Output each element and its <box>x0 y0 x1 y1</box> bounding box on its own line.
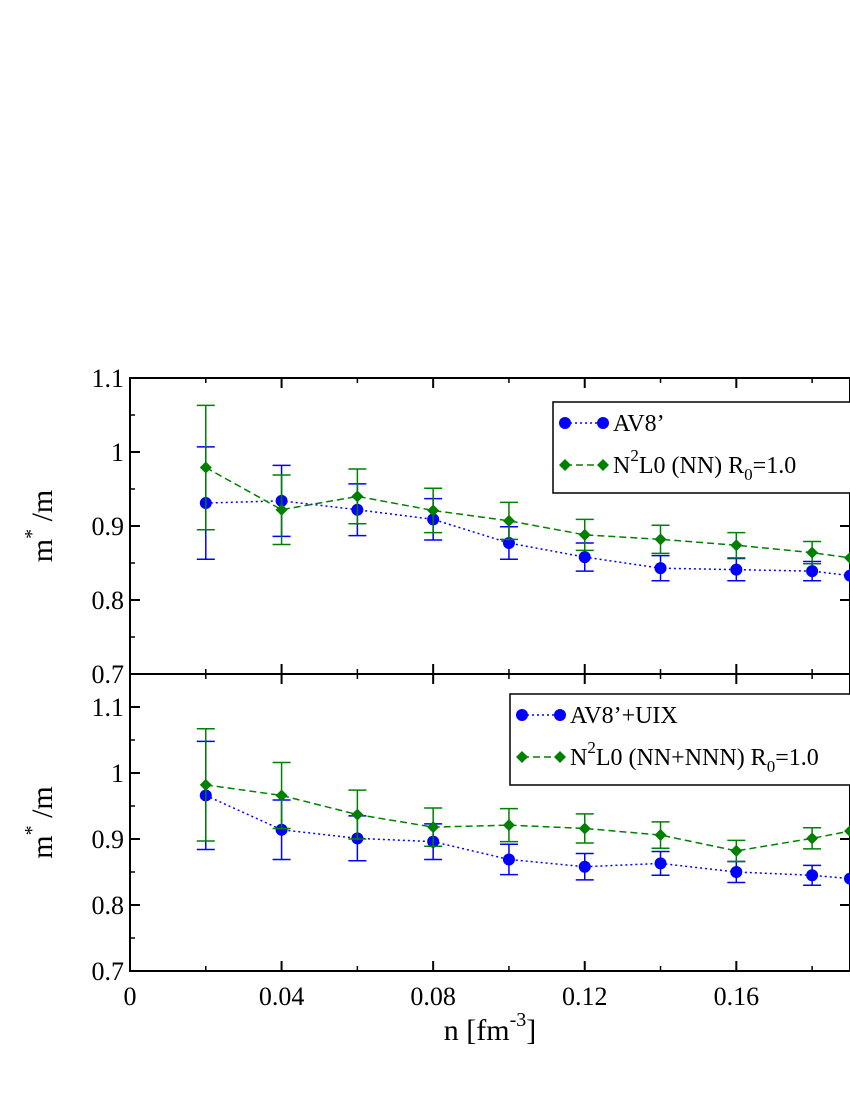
data-point <box>730 539 743 552</box>
data-point <box>427 504 440 517</box>
legend-marker <box>559 417 571 429</box>
y-axis-label: m* /m <box>21 490 59 563</box>
data-point <box>275 823 288 836</box>
data-point <box>578 528 591 541</box>
x-tick-label: 0.04 <box>259 982 305 1011</box>
data-point <box>806 832 819 845</box>
x-tick-label: 0 <box>124 982 137 1011</box>
data-point <box>806 565 819 578</box>
y-tick-label: 1 <box>111 438 124 467</box>
data-point <box>502 819 515 832</box>
data-point <box>199 778 212 791</box>
data-point <box>844 569 850 582</box>
y-axis-label: m* /m <box>21 786 59 859</box>
legend-label: N2L0 (NN) R0=1.0 <box>613 446 796 484</box>
data-point <box>578 860 591 873</box>
series-line <box>205 794 850 880</box>
series-line <box>205 500 850 577</box>
data-point <box>502 514 515 527</box>
y-tick-label: 0.8 <box>92 586 125 615</box>
data-point <box>199 461 212 474</box>
data-point <box>502 853 515 866</box>
legend: AV8’+UIX N2L0 (NN+NNN) R0=1.0 <box>509 693 850 786</box>
legend-label: AV8’ <box>613 411 665 437</box>
y-tick-label: 1 <box>111 759 124 788</box>
data-point <box>844 551 850 564</box>
data-point <box>351 490 364 503</box>
legend-box <box>552 401 850 494</box>
data-point <box>427 821 440 834</box>
data-point <box>730 866 743 878</box>
data-point <box>654 857 667 870</box>
data-point <box>730 563 743 576</box>
y-tick-label: 0.9 <box>92 825 125 854</box>
y-tick-label: 1.1 <box>92 693 125 722</box>
x-tick-label: 0.12 <box>562 982 608 1011</box>
y-tick-label: 0.7 <box>92 957 125 986</box>
y-tick-label: 0.8 <box>92 891 125 920</box>
y-tick-label: 0.9 <box>92 512 125 541</box>
y-tick-label: 0.7 <box>92 660 125 689</box>
data-point <box>654 829 667 842</box>
x-axis-label: n [fm-3] <box>444 1009 537 1047</box>
data-point <box>730 844 743 857</box>
data-point <box>351 808 364 821</box>
plot-area <box>196 728 850 886</box>
plot-frame <box>129 673 850 972</box>
data-point <box>844 872 850 885</box>
data-point <box>578 822 591 835</box>
legend-box <box>509 693 850 786</box>
legend: AV8’ N2L0 (NN) R0=1.0 <box>552 401 850 494</box>
data-point <box>806 869 819 882</box>
legend-marker <box>516 751 528 763</box>
data-point <box>654 562 667 575</box>
legend-marker <box>554 751 566 763</box>
legend-label: AV8’+UIX <box>570 703 678 729</box>
legend-marker <box>597 459 609 471</box>
series-line <box>205 466 850 559</box>
panel-top: 0.7 0.8 0.9 1 1.1 m* /m AV8’ N2L0 (NN) R0=1.0 <box>21 364 850 689</box>
data-point <box>806 546 819 559</box>
data-point <box>275 789 288 802</box>
plot-area <box>196 404 850 582</box>
data-point <box>275 503 288 516</box>
panel-bottom: 0.7 0.8 0.9 1 1.1 0 0.04 0.08 0.12 0.16 m* /m n [fm… <box>21 673 850 1047</box>
series-line <box>205 784 850 852</box>
data-point <box>654 533 667 546</box>
data-point <box>844 825 850 838</box>
y-tick-label: 1.1 <box>92 364 125 393</box>
x-tick-label: 0.08 <box>410 982 456 1011</box>
legend-marker <box>597 417 609 429</box>
legend-label: N2L0 (NN+NNN) R0=1.0 <box>570 738 819 776</box>
legend-marker <box>554 709 566 721</box>
legend-marker <box>559 459 571 471</box>
data-point <box>578 551 591 564</box>
x-tick-label: 0.16 <box>714 982 760 1011</box>
legend-marker <box>516 709 528 721</box>
